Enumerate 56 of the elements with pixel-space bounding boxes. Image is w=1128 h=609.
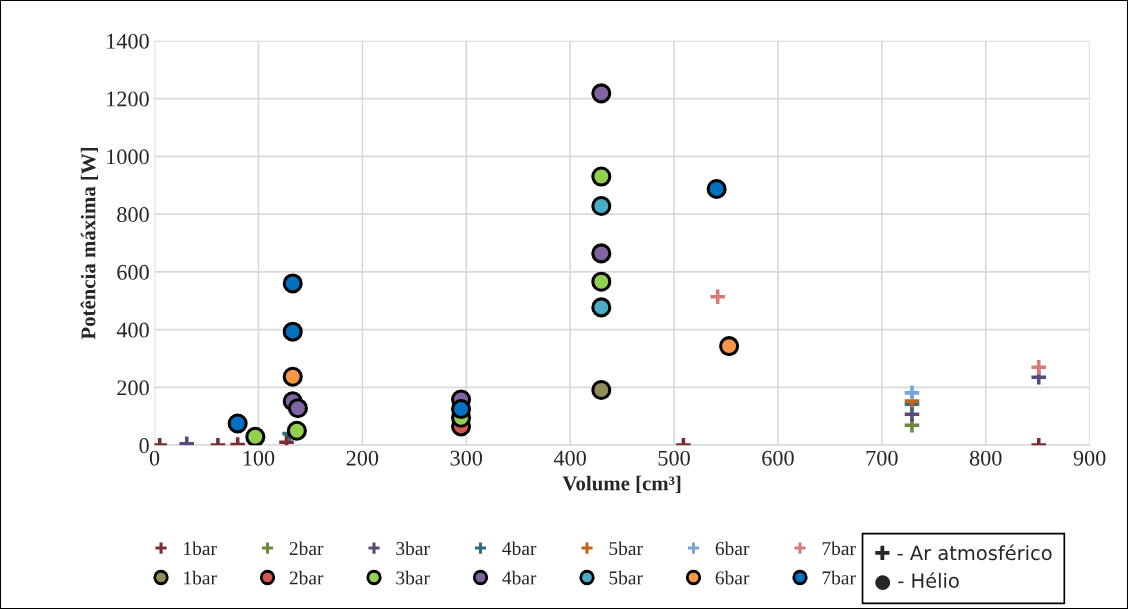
x-tick-label: 600: [762, 450, 794, 466]
y-tick-label: 400: [116, 322, 149, 338]
y-tick-label: 600: [117, 264, 149, 280]
x-tick-label: 500: [658, 450, 690, 466]
y-axis-title: Potência máxima [W]: [80, 147, 99, 340]
point: [591, 379, 612, 401]
x-tick-label: 200: [346, 450, 379, 466]
x-tick-label: 100: [243, 450, 275, 466]
x-tick-label: 800: [969, 450, 1002, 466]
x-tick-label: 300: [450, 450, 483, 466]
legend-label: 1bar: [184, 541, 217, 556]
legend-label: 3bar: [396, 570, 430, 585]
y-tick-label: 1000: [107, 149, 149, 165]
legend-label: 6bar: [715, 541, 750, 556]
point: [591, 195, 612, 217]
x-tick-label: 700: [866, 450, 898, 466]
point: [287, 398, 308, 419]
point: [708, 287, 727, 306]
point: [591, 271, 612, 292]
point: [451, 399, 472, 420]
x-tick-label: 900: [1073, 450, 1106, 466]
legend-label: 4bar: [502, 570, 537, 585]
y-tick-label: 0: [139, 438, 149, 454]
point: [591, 83, 612, 104]
point: [1029, 358, 1048, 377]
point: [245, 426, 266, 446]
point: [282, 321, 303, 342]
point: [227, 413, 248, 434]
point: [719, 336, 740, 357]
x-tick-label: 0: [149, 450, 160, 466]
point: [282, 366, 303, 387]
point: [282, 273, 303, 294]
y-tick-label: 200: [117, 380, 149, 396]
legend-label: 2bar: [289, 541, 324, 556]
legend-label: 1bar: [184, 570, 217, 585]
point: [591, 166, 612, 187]
point: [286, 420, 307, 441]
point: [706, 178, 727, 200]
point: [591, 243, 612, 264]
legend-label: 5bar: [609, 570, 643, 585]
legend-label: 2bar: [289, 570, 324, 585]
text: ● - Hélio: [875, 572, 959, 591]
legend-label: 7bar: [822, 541, 856, 556]
x-axis-title: Volume [cm³]: [562, 475, 681, 493]
legend-label: 7bar: [822, 570, 856, 585]
point: [902, 383, 922, 402]
legend-label: 5bar: [609, 541, 643, 556]
legend-label: 3bar: [396, 541, 430, 556]
y-tick-label: 800: [117, 207, 149, 223]
text: ✚ - Ar atmosférico: [875, 544, 1052, 561]
legend-label: 4bar: [502, 541, 537, 556]
y-tick-label: 1400: [107, 33, 149, 49]
y-tick-label: 1200: [107, 91, 149, 107]
point: [591, 297, 612, 318]
legend-label: 6bar: [715, 570, 750, 585]
x-tick-label: 400: [553, 450, 586, 466]
